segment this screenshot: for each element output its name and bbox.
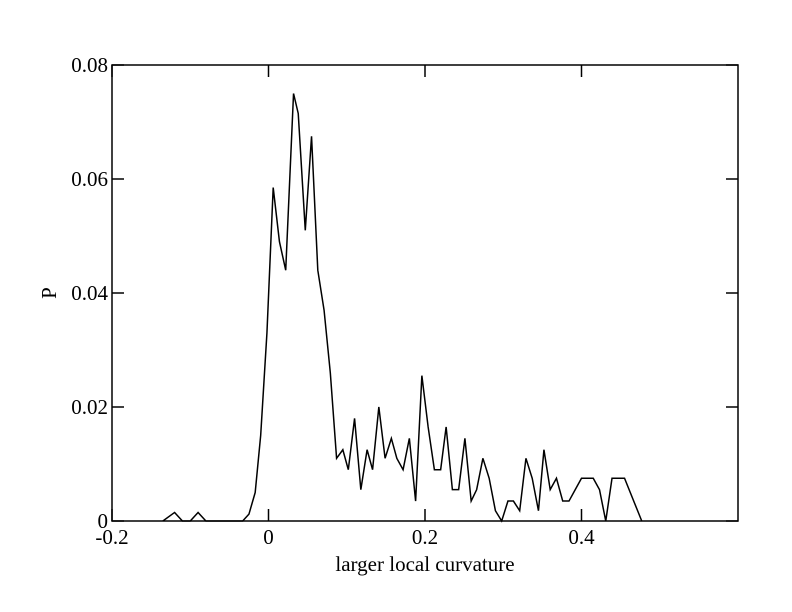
y-tick-label: 0 — [98, 509, 109, 533]
y-tick-label: 0.04 — [71, 281, 108, 305]
y-tick-label: 0.06 — [71, 167, 108, 191]
y-tick-label: 0.08 — [71, 53, 108, 77]
plot-frame — [111, 64, 739, 522]
data-line — [162, 93, 643, 523]
x-tick-label: -0.2 — [95, 525, 128, 549]
x-tick-label: 0.2 — [412, 525, 438, 549]
y-tick-label: 0.02 — [71, 395, 108, 419]
y-axis-label: P — [37, 287, 61, 299]
x-axis-label: larger local curvature — [335, 552, 514, 576]
x-tick-label: 0 — [263, 525, 274, 549]
x-tick-label: 0.4 — [568, 525, 595, 549]
